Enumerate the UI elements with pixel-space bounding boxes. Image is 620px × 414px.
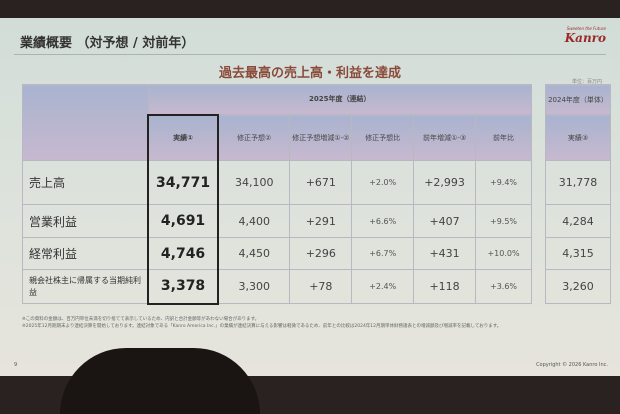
- row-label: 売上高: [22, 160, 149, 205]
- prev-actual-value: 4,315: [545, 237, 611, 270]
- diff-forecast-value: +78: [289, 269, 353, 304]
- table-row: 31,778: [545, 160, 611, 205]
- group-2025: 2025年度（連結）: [147, 84, 533, 115]
- col-diff-prev: 前年増減①-③: [413, 114, 477, 161]
- prev-year-table: 2024年度（単体） 実績③ 31,778 4,284 4,315 3,260: [545, 84, 611, 304]
- ratio-forecast-value: +2.4%: [351, 269, 415, 304]
- corner-cell: [22, 84, 149, 161]
- diff-forecast-value: +296: [289, 237, 353, 270]
- table-row: 3,260: [545, 269, 611, 304]
- actual-value: 34,771: [147, 160, 220, 205]
- ratio-forecast-value: +2.0%: [351, 160, 415, 205]
- table-row: 4,284: [545, 204, 611, 238]
- footnotes: ※この資料の金額は、百万円単位未満を切り捨てて表示しているため、内訳と合計金額等…: [22, 316, 612, 330]
- diff-prev-value: +118: [413, 269, 477, 304]
- col-forecast: 修正予想②: [217, 114, 291, 161]
- prev-actual-value: 31,778: [545, 160, 611, 205]
- footnote: ※この資料の金額は、百万円単位未満を切り捨てて表示しているため、内訳と合計金額等…: [22, 317, 260, 322]
- forecast-value: 4,450: [217, 237, 291, 270]
- table-row: 営業利益 4,691 4,400 +291 +6.6% +407 +9.5%: [22, 204, 532, 238]
- col-ratio-forecast: 修正予想比: [351, 114, 415, 161]
- actual-value: 3,378: [147, 269, 220, 305]
- row-label: 経常利益: [22, 237, 149, 270]
- diff-prev-value: +431: [413, 237, 477, 270]
- col-ratio-prev: 前年比: [475, 114, 532, 161]
- results-table: 2025年度（連結） 実績① 修正予想② 修正予想増減①-② 修正予想比 前年増…: [22, 84, 533, 305]
- unit-label: 単位：百万円: [571, 79, 602, 85]
- diff-prev-value: +2,993: [413, 160, 477, 205]
- table-row: 売上高 34,771 34,100 +671 +2.0% +2,993 +9.4…: [22, 160, 532, 205]
- audience-silhouette: [60, 348, 260, 414]
- diff-forecast-value: +671: [289, 160, 353, 205]
- ratio-forecast-value: +6.7%: [351, 237, 415, 270]
- ratio-prev-value: +10.0%: [475, 237, 532, 270]
- table-row: 4,315: [545, 237, 611, 270]
- headline: 過去最高の売上高・利益を達成: [218, 66, 401, 81]
- col-diff-forecast: 修正予想増減①-②: [289, 114, 353, 161]
- copyright: Copyright © 2026 Kanro Inc.: [536, 362, 608, 368]
- footnote: ※2025年12月期期末より連結決算を開始しております。連結対象である「Kanr…: [22, 324, 502, 329]
- ratio-prev-value: +9.4%: [475, 160, 532, 205]
- group-2024: 2024年度（単体）: [545, 84, 611, 115]
- forecast-value: 34,100: [217, 160, 291, 205]
- slide: 業績概要 （対予想 / 対前年） Sweeten the Future Kanr…: [0, 18, 620, 376]
- col-actual: 実績①: [147, 113, 220, 161]
- ratio-prev-value: +3.6%: [475, 269, 532, 304]
- table-row: 親会社株主に帰属する当期純利益 3,378 3,300 +78 +2.4% +1…: [22, 269, 532, 305]
- logo-name: Kanro: [564, 31, 606, 45]
- slide-title: 業績概要 （対予想 / 対前年）: [20, 36, 195, 51]
- row-label: 営業利益: [22, 204, 149, 238]
- col-prev-actual: 実績③: [545, 114, 611, 161]
- page-number: 9: [14, 362, 18, 368]
- prev-actual-value: 4,284: [545, 204, 611, 238]
- row-label: 親会社株主に帰属する当期純利益: [22, 269, 149, 304]
- divider: [14, 54, 606, 55]
- table-row: 経常利益 4,746 4,450 +296 +6.7% +431 +10.0%: [22, 237, 532, 270]
- prev-actual-value: 3,260: [545, 269, 611, 304]
- diff-forecast-value: +291: [289, 204, 353, 238]
- ratio-forecast-value: +6.6%: [351, 204, 415, 238]
- diff-prev-value: +407: [413, 204, 477, 238]
- forecast-value: 4,400: [217, 204, 291, 238]
- forecast-value: 3,300: [217, 269, 291, 304]
- logo-tagline: Sweeten the Future: [566, 26, 606, 31]
- ratio-prev-value: +9.5%: [475, 204, 532, 238]
- kanro-logo: Sweeten the Future Kanro: [565, 26, 606, 45]
- actual-value: 4,746: [147, 237, 220, 270]
- actual-value: 4,691: [147, 204, 220, 238]
